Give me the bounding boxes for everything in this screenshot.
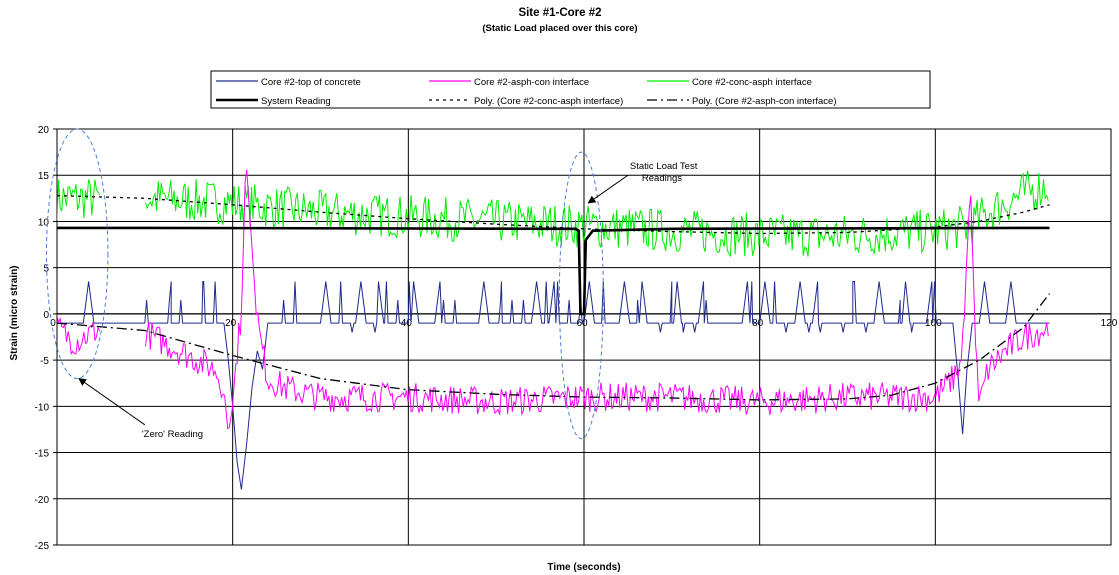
- x-axis-label: Time (seconds): [547, 562, 620, 573]
- legend-label: Poly. (Core #2-conc-asph interface): [474, 96, 623, 107]
- chart-title: Site #1-Core #2: [518, 7, 601, 19]
- series-core-2-conc-asph-interface: [57, 170, 1049, 258]
- annotation-arrow: [78, 378, 146, 426]
- annotation-arrow: [587, 174, 629, 204]
- legend-label: Poly. (Core #2-asph-con interface): [692, 96, 837, 107]
- legend-label: Core #2-top of concrete: [261, 77, 361, 88]
- annotation-ellipse: [558, 151, 604, 440]
- y-tick-label: -20: [35, 495, 50, 506]
- y-tick-label: 15: [38, 171, 50, 182]
- annotation-label: Readings: [642, 173, 682, 184]
- x-tick-label: 120: [1101, 318, 1118, 329]
- y-axis-label: Strain (micro strain): [9, 265, 20, 360]
- y-tick-label: -25: [35, 541, 50, 552]
- legend-label: System Reading: [261, 96, 331, 107]
- legend-label: Core #2-conc-asph interface: [692, 77, 812, 88]
- legend-label: Core #2-asph-con interface: [474, 77, 589, 88]
- y-tick-label: -5: [40, 356, 49, 367]
- y-tick-label: 20: [38, 125, 50, 136]
- series-poly-core-2-conc-asph-interface: [57, 194, 1050, 235]
- x-tick-label: 100: [925, 318, 942, 329]
- y-tick-label: 0: [43, 310, 49, 321]
- y-tick-label: 5: [43, 264, 49, 275]
- x-tick-label: 0: [50, 318, 56, 329]
- x-tick-label: 20: [225, 318, 237, 329]
- legend: Core #2-top of concrete Core #2-asph-con …: [210, 70, 931, 109]
- series-group: [57, 169, 1051, 490]
- legend-box: [210, 70, 931, 109]
- y-tick-label: -10: [35, 402, 50, 413]
- series-core-2-top-of-concrete: [57, 281, 1050, 490]
- y-tick-label: -15: [35, 449, 50, 460]
- annotation-label: 'Zero' Reading: [142, 429, 203, 440]
- chart-subtitle: (Static Load placed over this core): [482, 23, 637, 34]
- y-tick-label: 10: [38, 217, 50, 228]
- series-poly-core-2-asph-con-interface: [57, 293, 1051, 401]
- series-system-reading: [57, 226, 1050, 316]
- annotation-label: Static Load Test: [630, 161, 698, 172]
- series-core-2-asph-con-interface: [57, 169, 1049, 430]
- annotation-ellipse: [45, 128, 109, 380]
